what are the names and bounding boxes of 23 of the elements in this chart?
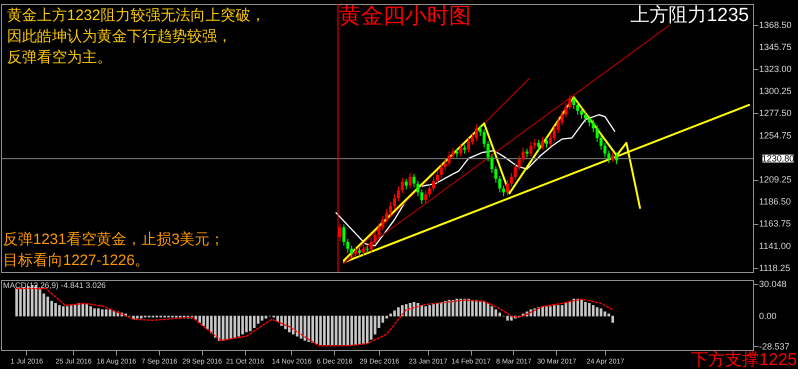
y-tick-label: 1277.50 (759, 108, 792, 118)
chart-title: 黄金四小时图 (339, 3, 471, 28)
y-tick-label: 0.00 (759, 311, 777, 322)
annotation: 反弹看空为主。 (7, 49, 112, 66)
annotation: 目标看向1227-1226。 (3, 252, 150, 269)
y-tick-label: 1345.75 (759, 42, 792, 52)
annotation: 上方阻力1235 (630, 4, 749, 26)
y-tick-label: 1163.75 (759, 218, 791, 229)
annotation: 黄金上方1232阻力较强无法向上突破， (7, 7, 266, 24)
annotation: 因此皓坤认为黄金下行趋势较强， (7, 28, 232, 45)
y-tick-label: 30.048 (759, 279, 787, 290)
annotation: 下方支撑1225 (691, 350, 797, 369)
annotation: MACD(12,26,9) -4.841 3.026 (3, 281, 106, 290)
y-tick-label: 1368.50 (759, 20, 792, 30)
y-tick-label: 1186.50 (759, 196, 791, 207)
y-tick-label: 1323.00 (759, 64, 792, 74)
annotation: 反弹1231看空黄金，止损3美元； (3, 231, 225, 248)
y-tick-label: 1118.25 (759, 262, 790, 273)
y-tick-label: 1209.25 (759, 174, 792, 185)
y-tick-label: 1300.25 (759, 86, 792, 96)
y-tick-label: 1254.75 (759, 130, 792, 140)
y-tick-label: 1141.00 (759, 240, 791, 251)
y-tick-label: -28.537 (759, 341, 790, 352)
